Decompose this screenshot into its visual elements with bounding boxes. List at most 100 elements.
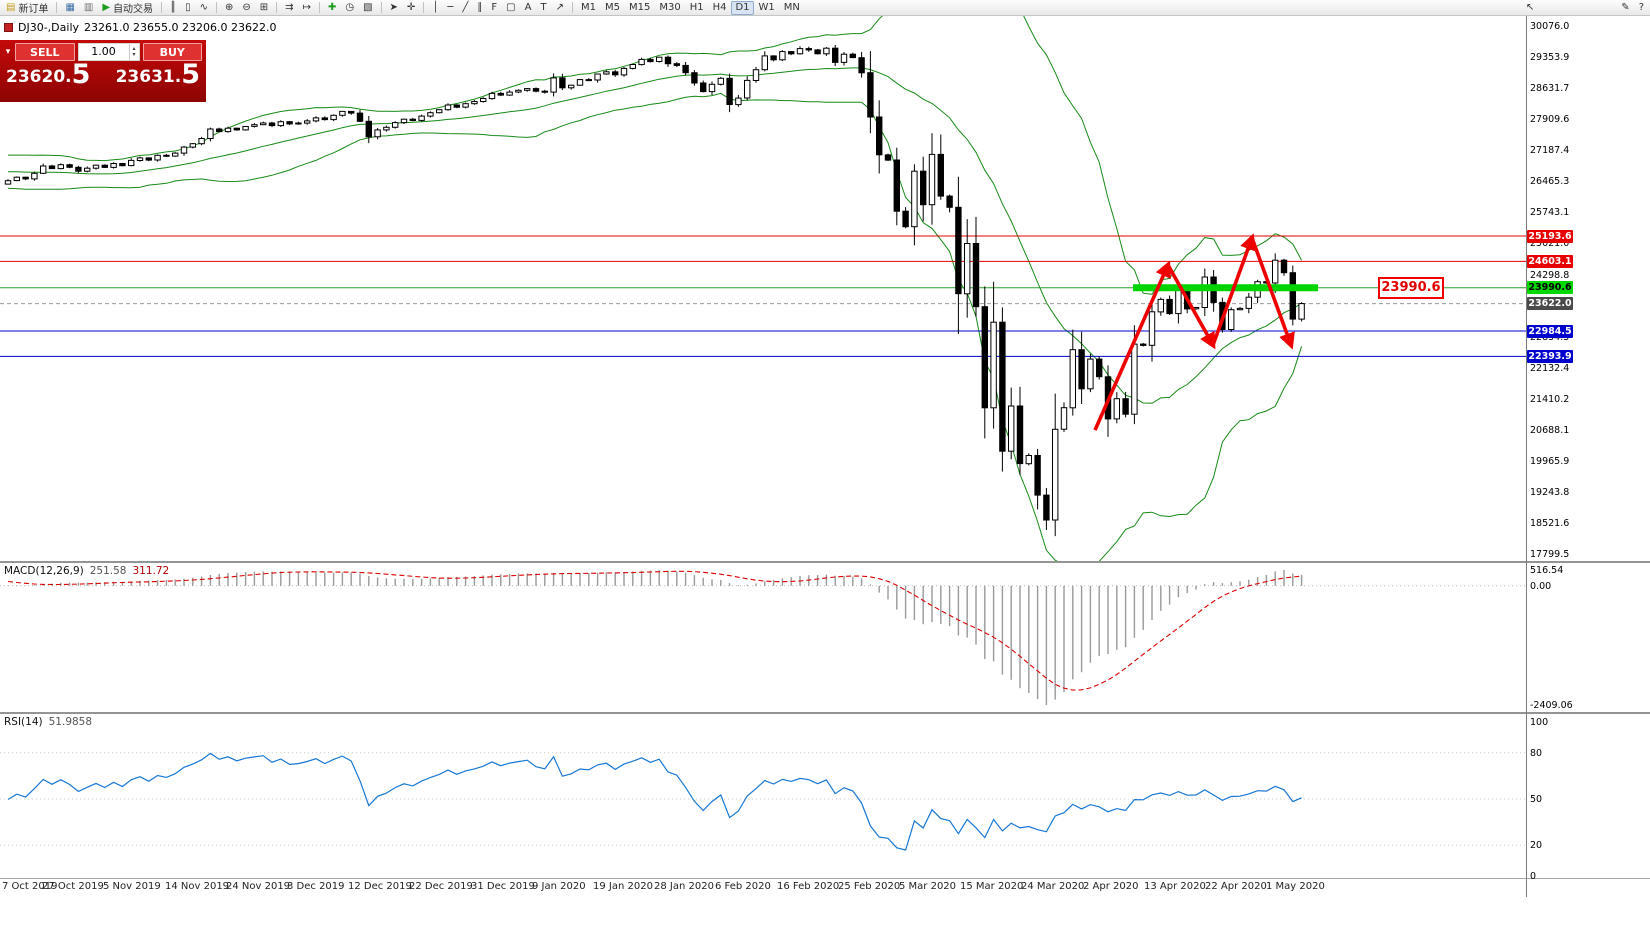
edit-button[interactable]: ✎	[1617, 1, 1633, 15]
price-tick-label: 19965.9	[1530, 455, 1570, 467]
autotrade-button[interactable]: ▶ 自动交易	[98, 1, 157, 16]
cursor-tool-button[interactable]: ➤	[386, 1, 402, 15]
date-label: 9 Jan 2020	[532, 881, 586, 892]
price-tick-label: 19243.8	[1530, 486, 1570, 498]
price-callout-label: 23990.6	[1378, 277, 1444, 299]
date-label: 16 Feb 2020	[777, 881, 840, 892]
trendline-tool-button[interactable]: ╱	[458, 1, 472, 15]
profiles-button[interactable]: ▥	[80, 1, 97, 15]
bollinger-middle-band	[8, 67, 1302, 404]
bollinger-upper-band	[8, 16, 1303, 295]
date-label: 15 Mar 2020	[960, 881, 1024, 892]
templates-button[interactable]: ▧	[359, 1, 376, 15]
date-label: 27 Oct 2019	[42, 881, 104, 892]
rsi-axis-label: 80	[1530, 747, 1543, 759]
macd-panel-chart[interactable]	[0, 563, 1526, 712]
buy-price[interactable]: 23631. 5	[116, 61, 200, 88]
price-tick-label: 23576.7	[1530, 300, 1570, 312]
volume-value[interactable]: 1.00	[91, 45, 116, 58]
tf-h1-label: H1	[689, 2, 704, 13]
fibonacci-tool-button[interactable]: F	[487, 1, 501, 15]
spinner-up-icon[interactable]: ▴	[132, 45, 136, 52]
price-tick-label: 25021.0	[1530, 238, 1570, 250]
sell-price[interactable]: 23620. 5	[6, 61, 90, 88]
tf-h4-button[interactable]: H4	[709, 1, 731, 15]
indicators-add-icon: ✚	[327, 1, 337, 13]
trend-arrow[interactable]	[1166, 264, 1216, 350]
tf-m1-label: M1	[580, 2, 596, 13]
tf-mn-button[interactable]: MN	[780, 1, 804, 15]
rsi-panel-chart[interactable]	[0, 714, 1526, 878]
zoom-out-icon: ⊖	[242, 1, 251, 13]
text-tool-button[interactable]: A	[521, 1, 536, 15]
auto-scroll-icon: ⇉	[285, 1, 294, 13]
buy-button[interactable]: BUY	[142, 43, 202, 61]
toolbar-separator	[571, 2, 573, 13]
autotrade-icon: ▶	[102, 1, 111, 13]
channel-tool-button[interactable]: ∥	[473, 1, 486, 15]
main-price-chart[interactable]	[0, 16, 1526, 561]
tile-windows-button[interactable]: ⊞	[256, 1, 272, 15]
price-tick-label: 18521.6	[1530, 517, 1570, 529]
toolbar-separator	[380, 2, 382, 13]
arrow-tool-button[interactable]: ↗	[552, 1, 568, 15]
shapes-tool-button[interactable]: ▢	[502, 1, 519, 15]
trend-arrow[interactable]	[1093, 260, 1171, 431]
crosshair-tool-button[interactable]: ✛	[403, 1, 419, 15]
tf-m30-button[interactable]: M30	[655, 1, 684, 15]
panel-splitter[interactable]	[0, 561, 1650, 563]
date-label: 24 Nov 2019	[226, 881, 291, 892]
crosshair-tool-icon: ✛	[406, 1, 416, 13]
charts-window-button[interactable]: ▦	[61, 1, 78, 15]
zoom-out-button[interactable]: ⊖	[238, 1, 254, 15]
tf-h4-label: H4	[712, 2, 727, 13]
macd-axis-label: -2409.06	[1530, 700, 1573, 711]
spinner-down-icon[interactable]: ▾	[132, 51, 136, 58]
shapes-tool-icon: ▢	[506, 1, 516, 13]
volume-field[interactable]: 1.00 ▴ ▾	[77, 43, 140, 61]
label-tool-button[interactable]: T	[536, 1, 550, 15]
chart-shift-button[interactable]: ↦	[299, 1, 315, 15]
vertical-line-tool-button[interactable]: │	[428, 1, 442, 15]
candlesticks	[4, 45, 1305, 537]
period-selector-icon: ◷	[345, 1, 355, 13]
price-tick-label: 22132.4	[1530, 362, 1570, 374]
bar-chart-type-button[interactable]: ║	[166, 1, 180, 15]
candlestick-type-button[interactable]: ▯	[181, 1, 195, 15]
tf-h1-button[interactable]: H1	[686, 1, 708, 15]
volume-spinner[interactable]: ▴ ▾	[128, 44, 139, 60]
date-label: 7 Oct 2019	[2, 881, 58, 892]
tf-m5-button[interactable]: M5	[601, 1, 624, 15]
vertical-line-tool-icon: │	[432, 1, 439, 13]
date-label: 24 Mar 2020	[1021, 881, 1085, 892]
panel-collapse-icon[interactable]: ▾	[5, 47, 11, 57]
zoom-in-button[interactable]: ⊕	[221, 1, 237, 15]
toolbar-separator	[276, 2, 278, 13]
sell-button[interactable]: SELL	[15, 43, 75, 61]
tf-w1-button[interactable]: W1	[755, 1, 779, 15]
pointer-button[interactable]: ↖	[1522, 1, 1538, 15]
line-chart-type-button[interactable]: ∿	[196, 1, 212, 15]
rsi-label: RSI(14) 51.9858	[4, 716, 92, 728]
macd-axis-label: 516.54	[1530, 565, 1564, 576]
auto-scroll-button[interactable]: ⇉	[281, 1, 297, 15]
tf-m15-button[interactable]: M15	[625, 1, 654, 15]
trend-arrow[interactable]	[1250, 237, 1295, 350]
sell-price-main: 23620.	[6, 67, 72, 87]
price-tick-label: 17799.5	[1530, 549, 1570, 560]
panel-splitter[interactable]	[0, 712, 1650, 714]
indicators-add-button[interactable]: ✚	[324, 1, 340, 15]
horizontal-line-tool-button[interactable]: ─	[443, 1, 457, 15]
tf-d1-button[interactable]: D1	[731, 0, 754, 15]
date-label: 22 Dec 2019	[409, 881, 473, 892]
help-button[interactable]: ?	[1635, 1, 1648, 15]
trend-arrow[interactable]	[1211, 233, 1256, 346]
line-chart-type-icon: ∿	[199, 1, 208, 13]
help-icon: ?	[1638, 1, 1644, 13]
macd-axis-label: 0.00	[1530, 580, 1552, 592]
new-order-button[interactable]: ▤ 新订单	[2, 1, 52, 16]
tf-m1-button[interactable]: M1	[577, 1, 600, 15]
period-selector-button[interactable]: ◷	[341, 1, 358, 15]
tf-w1-label: W1	[758, 2, 775, 13]
tf-m15-label: M15	[628, 2, 651, 13]
